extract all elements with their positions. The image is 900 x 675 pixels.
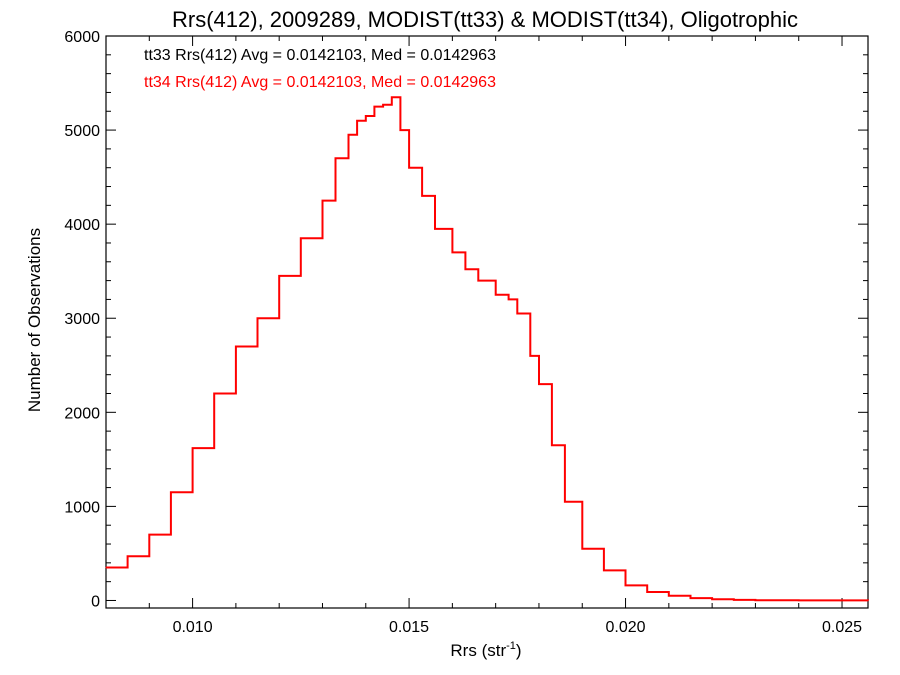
histogram-bin-point xyxy=(191,447,194,449)
x-axis-label-main: Rrs (str xyxy=(450,641,506,660)
histogram-bin-point xyxy=(646,591,648,593)
histogram-bin-point xyxy=(356,120,358,122)
histogram-bin-point xyxy=(564,501,566,503)
histogram-bin-point xyxy=(464,268,466,270)
histogram-bin-point xyxy=(347,134,350,136)
x-axis-label: Rrs (str-1) xyxy=(450,640,521,660)
histogram-bin-point xyxy=(373,105,376,108)
x-tick-label: 0.015 xyxy=(389,619,429,636)
histogram-bin-point xyxy=(733,599,735,601)
y-tick-label: 0 xyxy=(91,593,100,610)
histogram-bin-point xyxy=(451,251,453,253)
histogram-bin-point xyxy=(334,157,337,159)
histogram-bin-point xyxy=(421,195,423,197)
histogram-bin-point xyxy=(213,392,215,395)
y-tick-label: 6000 xyxy=(64,29,100,46)
histogram-bin-point xyxy=(391,96,393,98)
histogram-bin-point xyxy=(148,534,150,536)
y-tick-label: 1000 xyxy=(64,499,100,516)
histogram-bin-point xyxy=(529,355,531,357)
histogram-bin-point xyxy=(170,491,172,493)
x-tick-label: 0.010 xyxy=(173,619,213,636)
histogram-bin-point xyxy=(538,383,540,385)
series-layer xyxy=(105,96,869,602)
histogram-bin-point xyxy=(127,555,129,557)
x-tick-label: 0.025 xyxy=(822,619,862,636)
histogram-bin-point xyxy=(668,595,670,597)
plot-frame xyxy=(105,35,869,609)
y-tick-label: 3000 xyxy=(64,311,100,328)
histogram-bin-point xyxy=(278,275,280,277)
x-tick-label: 0.020 xyxy=(606,619,646,636)
histogram-bin-point xyxy=(551,444,553,446)
histogram-bin-point xyxy=(867,599,869,602)
histogram-bin-point xyxy=(581,548,583,550)
histogram-bin-point xyxy=(624,584,627,587)
chart-title: Rrs(412), 2009289, MODIST(tt33) & MODIST… xyxy=(172,7,798,32)
histogram-bin-point xyxy=(382,104,384,106)
y-axis-label: Number of Observations xyxy=(25,228,44,412)
histogram-bin-point xyxy=(516,312,518,315)
annotations: tt33 Rrs(412) Avg = 0.0142103, Med = 0.0… xyxy=(144,47,496,91)
histogram-bin-point xyxy=(689,597,692,599)
stats-annotation: tt34 Rrs(412) Avg = 0.0142103, Med = 0.0… xyxy=(144,74,496,91)
histogram-bin-point xyxy=(508,298,510,301)
histogram-bin-point xyxy=(711,598,713,600)
y-tick-label: 4000 xyxy=(64,217,100,234)
histogram-bin-point xyxy=(365,115,367,117)
histogram-bin-point xyxy=(399,129,402,131)
histogram-bin-point xyxy=(105,566,107,569)
y-tick-label: 5000 xyxy=(64,123,100,140)
axes: 0.010 0.015 0.020 0.025 0 1000 2000 3000 4000 500… xyxy=(64,29,869,636)
histogram-bin-point xyxy=(477,280,479,282)
histogram-bin-point xyxy=(300,237,302,239)
histogram-bin-point xyxy=(256,317,259,319)
stats-annotation: tt33 Rrs(412) Avg = 0.0142103, Med = 0.0… xyxy=(144,47,496,64)
histogram-bin-point xyxy=(434,228,436,230)
histogram-bin-point xyxy=(798,599,800,601)
histogram-bin-point xyxy=(754,599,757,601)
x-axis-label-superscript: -1 xyxy=(506,640,516,652)
histogram-bin-point xyxy=(235,345,237,348)
y-tick-label: 2000 xyxy=(64,405,100,422)
histogram-bin-point xyxy=(603,569,605,571)
x-axis-label-end: ) xyxy=(516,641,522,660)
histogram-bin-point xyxy=(321,200,324,202)
histogram-step-line xyxy=(106,96,869,602)
histogram-bin-point xyxy=(408,167,410,169)
histogram-bin-point xyxy=(495,294,497,296)
